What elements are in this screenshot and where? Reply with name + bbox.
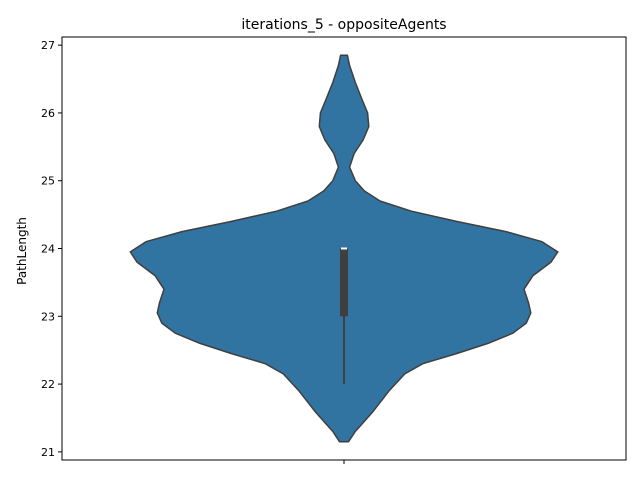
iqr-box [340,248,348,317]
axes-frame [61,36,627,461]
y-axis-label: PathLength [15,217,29,285]
y-tick-label: 24 [41,243,55,256]
y-tick-label: 23 [41,310,55,323]
chart-title: iterations_5 - oppositeAgents [241,17,446,33]
y-tick-label: 27 [41,39,55,52]
plot-area [129,54,559,443]
y-tick-label: 25 [41,175,55,188]
y-axis: 21 22 23 24 25 26 27 [41,39,62,459]
y-tick-label: 21 [41,446,55,459]
y-tick-label: 26 [41,107,55,120]
y-tick-label: 22 [41,378,55,391]
